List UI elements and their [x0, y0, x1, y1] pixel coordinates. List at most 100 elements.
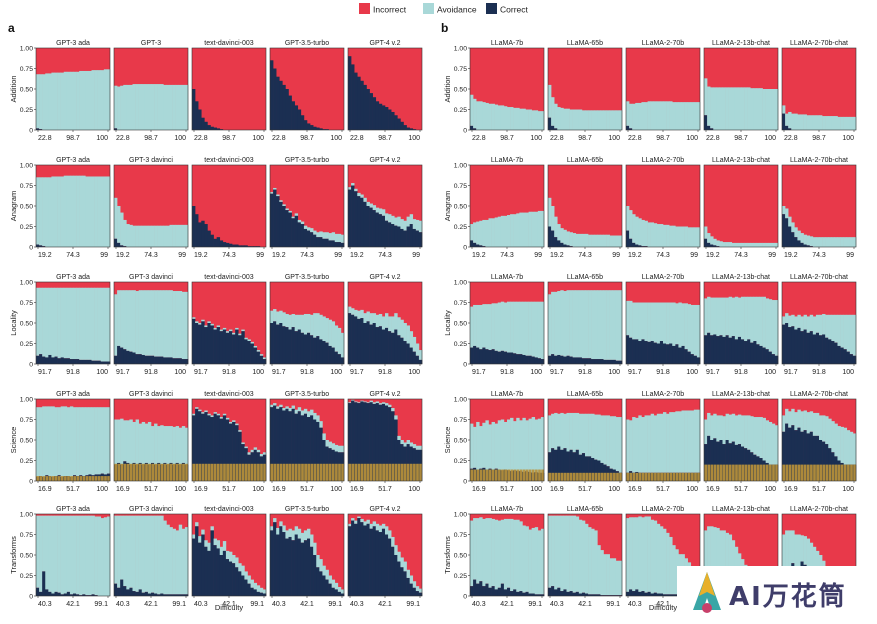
bar-avoidance [340, 332, 345, 358]
x-tick-label: 22.8 [550, 135, 564, 142]
bar-avoidance [285, 313, 289, 328]
bar-avoidance [597, 110, 601, 130]
bar-avoidance [566, 412, 570, 452]
subplot-title: GPT-3 [141, 40, 161, 47]
bar-correct [369, 93, 373, 130]
bar-avoidance [103, 407, 108, 475]
x-tick-label: 100 [330, 135, 342, 142]
bar-avoidance [45, 73, 49, 130]
x-tick-label: 100 [608, 486, 620, 493]
bar-avoidance [294, 213, 299, 216]
bar-correct [207, 550, 211, 596]
bar-avoidance [117, 515, 121, 588]
bar-avoidance [731, 87, 736, 130]
bar-baseline [244, 463, 248, 481]
bar-correct [313, 419, 317, 481]
bar-correct [175, 358, 180, 364]
bar-avoidance [849, 237, 854, 247]
bar-baseline [263, 463, 266, 481]
bar-avoidance [88, 70, 92, 130]
bar-baseline [479, 469, 483, 481]
bar-avoidance [800, 411, 804, 432]
subplot-title: GPT-3 ada [56, 40, 90, 47]
bar-correct [366, 403, 370, 481]
bar-avoidance [494, 217, 499, 247]
bar-baseline [45, 476, 49, 481]
bar-avoidance [849, 431, 854, 465]
bar-avoidance [849, 116, 854, 130]
bar-avoidance [666, 302, 670, 345]
bar-avoidance [681, 303, 685, 346]
legend: Incorrect Avoidance Correct [359, 3, 529, 15]
bar-avoidance [644, 415, 648, 473]
y-tick-label: 0.25 [454, 224, 467, 231]
bar-avoidance [39, 515, 43, 592]
bar-avoidance [656, 224, 661, 247]
bar-avoidance [225, 331, 230, 333]
bar-correct [800, 242, 804, 247]
bar-baseline [638, 472, 642, 481]
bar-avoidance [728, 534, 733, 580]
bar-correct [629, 589, 633, 596]
bar-correct [235, 567, 239, 596]
bar-avoidance [178, 427, 183, 465]
bar-avoidance [166, 426, 170, 465]
bar-correct [470, 586, 474, 596]
bar-correct [235, 244, 239, 247]
x-tick-label: 100 [530, 369, 542, 376]
bar-baseline [716, 464, 720, 481]
x-tick-label: 51.7 [734, 486, 748, 493]
bar-correct [485, 583, 489, 596]
bar-correct [635, 339, 639, 364]
bar-avoidance [297, 407, 302, 412]
bar-correct [809, 246, 814, 247]
bar-correct [207, 415, 211, 481]
bar-avoidance [762, 417, 766, 461]
bar-avoidance [412, 444, 417, 449]
bar-avoidance [147, 515, 152, 594]
bar-avoidance [322, 316, 326, 342]
x-tick-label: 100 [408, 486, 420, 493]
bar-avoidance [800, 316, 804, 332]
bar-baseline [160, 463, 164, 481]
y-tick-label: 0.25 [454, 107, 467, 114]
bar-correct [540, 594, 545, 596]
bar-avoidance [644, 220, 648, 247]
bar-correct [372, 210, 377, 247]
bar-correct [160, 593, 164, 596]
bar-avoidance [797, 534, 801, 568]
y-tick-label: 0.50 [454, 553, 467, 560]
bar-correct [378, 103, 383, 130]
x-tick-label: 91.8 [578, 369, 592, 376]
bar-avoidance [348, 523, 352, 527]
bar-avoidance [557, 107, 561, 130]
x-tick-label: 16.9 [706, 486, 720, 493]
bar-baseline [557, 472, 561, 481]
bar-avoidance [594, 290, 598, 360]
bar-avoidance [560, 290, 564, 356]
bar-correct [391, 411, 395, 481]
bar-avoidance [473, 304, 477, 346]
bar-avoidance [198, 409, 202, 412]
bar-correct [132, 352, 136, 364]
y-tick-label: 0 [29, 479, 33, 486]
bar-avoidance [725, 242, 729, 247]
bar-correct [560, 355, 564, 364]
bar-avoidance [774, 242, 779, 247]
bar-correct [713, 334, 717, 364]
bar-avoidance [782, 534, 786, 584]
bar-avoidance [337, 327, 342, 355]
bar-avoidance [522, 417, 526, 472]
bar-correct [843, 349, 848, 364]
bar-correct [181, 359, 186, 364]
bar-correct [531, 593, 536, 596]
y-tick-label: 0 [463, 594, 467, 601]
bar-correct [325, 579, 329, 596]
bar-correct [731, 336, 736, 364]
bar-correct [551, 230, 555, 247]
bar-correct [737, 336, 742, 364]
bar-avoidance [79, 175, 83, 247]
bar-avoidance [157, 515, 161, 595]
bar-avoidance [635, 517, 639, 590]
bar-avoidance [106, 407, 111, 474]
